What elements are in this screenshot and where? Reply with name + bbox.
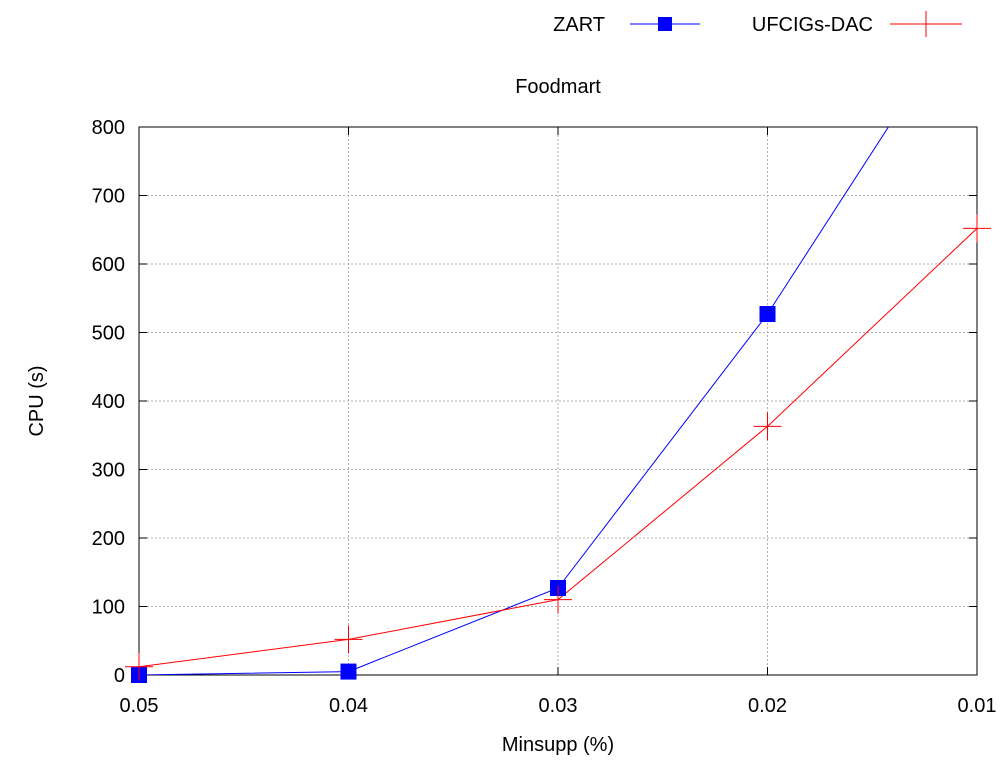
- legend-label-zart: ZART: [553, 14, 605, 36]
- y-tick-label: 600: [92, 254, 125, 276]
- x-axis-label: Minsupp (%): [502, 734, 614, 756]
- data-point-ufcigs-dac: [125, 652, 153, 681]
- markers-group: [125, 214, 991, 683]
- y-tick-label: 500: [92, 323, 125, 345]
- y-tick-label: 0: [114, 665, 125, 687]
- legend: ZART UFCIGs-DAC: [553, 11, 962, 37]
- x-tick-label: 0.04: [329, 695, 368, 717]
- x-tick-label: 0.05: [120, 695, 159, 717]
- axis-ticks: 0.05 0.04 0.03 0.02 0.01 0 100 200 300 400 500 600 7…: [92, 117, 997, 717]
- data-point-zart: [340, 663, 357, 680]
- y-tick-label: 300: [92, 460, 125, 482]
- data-point-ufcigs-dac: [544, 585, 572, 614]
- chart-title: Foodmart: [515, 76, 601, 98]
- series-group: [139, 127, 977, 675]
- y-axis-label: CPU (s): [26, 365, 48, 436]
- x-tick-label: 0.02: [748, 695, 787, 717]
- data-point-ufcigs-dac: [753, 412, 782, 441]
- y-tick-label: 700: [92, 186, 125, 208]
- data-point-ufcigs-dac: [334, 625, 363, 654]
- legend-marker-zart: [658, 17, 672, 31]
- data-point-ufcigs-dac: [963, 214, 991, 243]
- x-tick-label: 0.03: [539, 695, 578, 717]
- x-tick-label: 0.01: [958, 695, 997, 717]
- series-line-zart: [139, 127, 890, 675]
- y-tick-label: 800: [92, 117, 125, 139]
- legend-label-ufcigs-dac: UFCIGs-DAC: [752, 14, 873, 36]
- data-point-zart: [759, 306, 776, 323]
- y-tick-label: 200: [92, 528, 125, 550]
- y-tick-label: 400: [92, 391, 125, 413]
- y-tick-label: 100: [92, 597, 125, 619]
